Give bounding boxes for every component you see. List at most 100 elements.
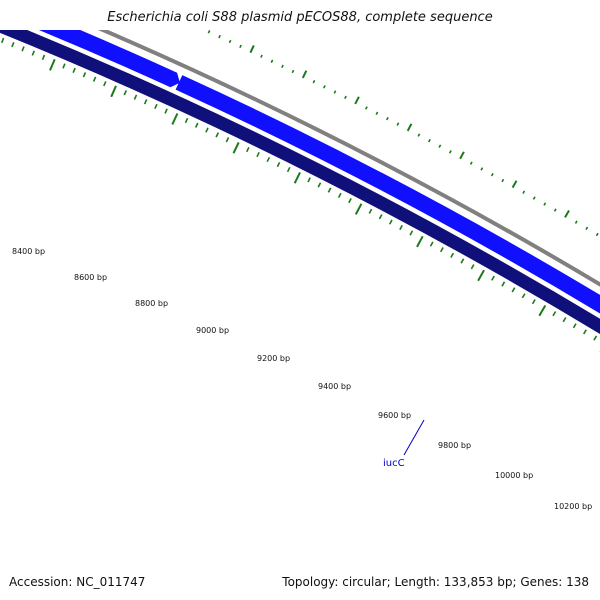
- outer-tick: [260, 54, 263, 58]
- outer-tick: [344, 95, 347, 100]
- outer-tick: [396, 122, 400, 126]
- position-tick: [41, 54, 46, 61]
- position-label-10200: 10200 bp: [554, 502, 592, 511]
- outer-tick: [364, 106, 368, 110]
- position-label-8800: 8800 bp: [135, 299, 168, 308]
- position-tick: [194, 122, 199, 128]
- position-tick: [123, 90, 128, 96]
- outer-tick: [459, 151, 465, 160]
- forward-gene-arrow-1[interactable]: [0, 0, 180, 88]
- position-tick: [133, 94, 138, 100]
- position-tick: [429, 241, 434, 247]
- position-tick: [477, 269, 485, 282]
- outer-tick: [228, 39, 232, 44]
- outer-tick: [323, 85, 326, 89]
- outer-tick: [564, 209, 570, 218]
- outer-tick: [595, 232, 599, 237]
- outer-tick: [490, 173, 494, 177]
- outer-tick: [574, 220, 578, 224]
- position-ticks: [0, 37, 600, 353]
- position-tick: [388, 219, 393, 225]
- genome-summary: Topology: circular; Length: 133,853 bp; …: [282, 575, 589, 589]
- outer-tick: [167, 11, 168, 14]
- gene-label-leader: [403, 419, 425, 456]
- outer-tick: [501, 178, 505, 183]
- position-label-9600: 9600 bp: [378, 411, 411, 420]
- outer-tick: [291, 69, 295, 74]
- position-tick: [72, 67, 76, 74]
- outer-tick: [156, 7, 157, 10]
- outer-tick: [469, 161, 473, 165]
- position-tick: [154, 103, 158, 110]
- position-tick: [266, 156, 271, 163]
- position-tick: [337, 192, 342, 198]
- map-title: Escherichia coli S88 plasmid pECOS88, co…: [107, 10, 493, 25]
- gene-label-iucC[interactable]: iucC: [383, 458, 405, 469]
- position-tick: [103, 81, 107, 87]
- backbone-circle: [97, 30, 600, 287]
- position-tick: [184, 117, 189, 124]
- position-tick: [460, 258, 465, 264]
- outer-tick: [187, 21, 188, 24]
- position-tick: [293, 171, 301, 184]
- reverse-strand-track: [0, 30, 600, 335]
- position-tick: [0, 37, 5, 44]
- outer-tick: [207, 30, 211, 34]
- position-tick: [491, 275, 495, 281]
- outer-tick: [270, 59, 274, 63]
- position-tick: [62, 63, 66, 69]
- position-label-8600: 8600 bp: [74, 273, 107, 282]
- position-tick: [256, 151, 260, 158]
- outer-tick: [448, 150, 452, 154]
- position-tick: [164, 108, 168, 114]
- position-tick: [276, 161, 281, 168]
- position-tick: [399, 224, 403, 231]
- outer-tick: [511, 180, 518, 189]
- outer-tick: [218, 34, 221, 39]
- outer-tick: [553, 208, 557, 212]
- outer-tick: [480, 167, 484, 171]
- position-tick: [143, 99, 148, 105]
- outer-tick: [239, 44, 242, 49]
- outer-tick: [375, 111, 379, 115]
- forward-strand-genes: [0, 0, 600, 351]
- position-tick: [521, 293, 526, 299]
- position-tick: [307, 177, 311, 183]
- position-tick: [49, 59, 56, 71]
- gc-skew-ticks: [146, 0, 599, 237]
- position-tick: [378, 214, 383, 220]
- position-tick: [245, 146, 250, 153]
- outer-tick: [354, 96, 360, 105]
- forward-gene-arrow-2[interactable]: [175, 75, 600, 351]
- position-tick: [92, 76, 97, 82]
- position-tick: [110, 85, 117, 98]
- position-tick: [354, 203, 363, 215]
- outer-tick: [177, 16, 178, 19]
- outer-tick: [301, 70, 308, 79]
- outer-tick: [385, 117, 389, 121]
- position-tick: [593, 335, 598, 341]
- outer-tick: [417, 133, 421, 137]
- position-tick: [171, 113, 179, 125]
- position-tick: [82, 72, 87, 78]
- position-tick: [439, 247, 444, 253]
- position-tick: [416, 235, 424, 248]
- position-tick: [511, 287, 516, 293]
- position-tick: [501, 281, 506, 287]
- position-tick: [286, 166, 291, 173]
- outer-tick: [146, 0, 149, 5]
- outer-tick: [249, 44, 255, 54]
- position-tick: [450, 252, 455, 258]
- position-tick: [562, 317, 567, 323]
- outer-tick: [198, 21, 201, 28]
- position-tick: [317, 182, 322, 188]
- outer-tick: [532, 196, 536, 200]
- position-tick: [205, 127, 209, 133]
- position-tick: [409, 230, 414, 236]
- outer-tick: [438, 144, 442, 148]
- outer-tick: [333, 90, 337, 94]
- position-label-9000: 9000 bp: [196, 326, 229, 335]
- position-label-9400: 9400 bp: [318, 382, 351, 391]
- position-tick: [572, 323, 577, 329]
